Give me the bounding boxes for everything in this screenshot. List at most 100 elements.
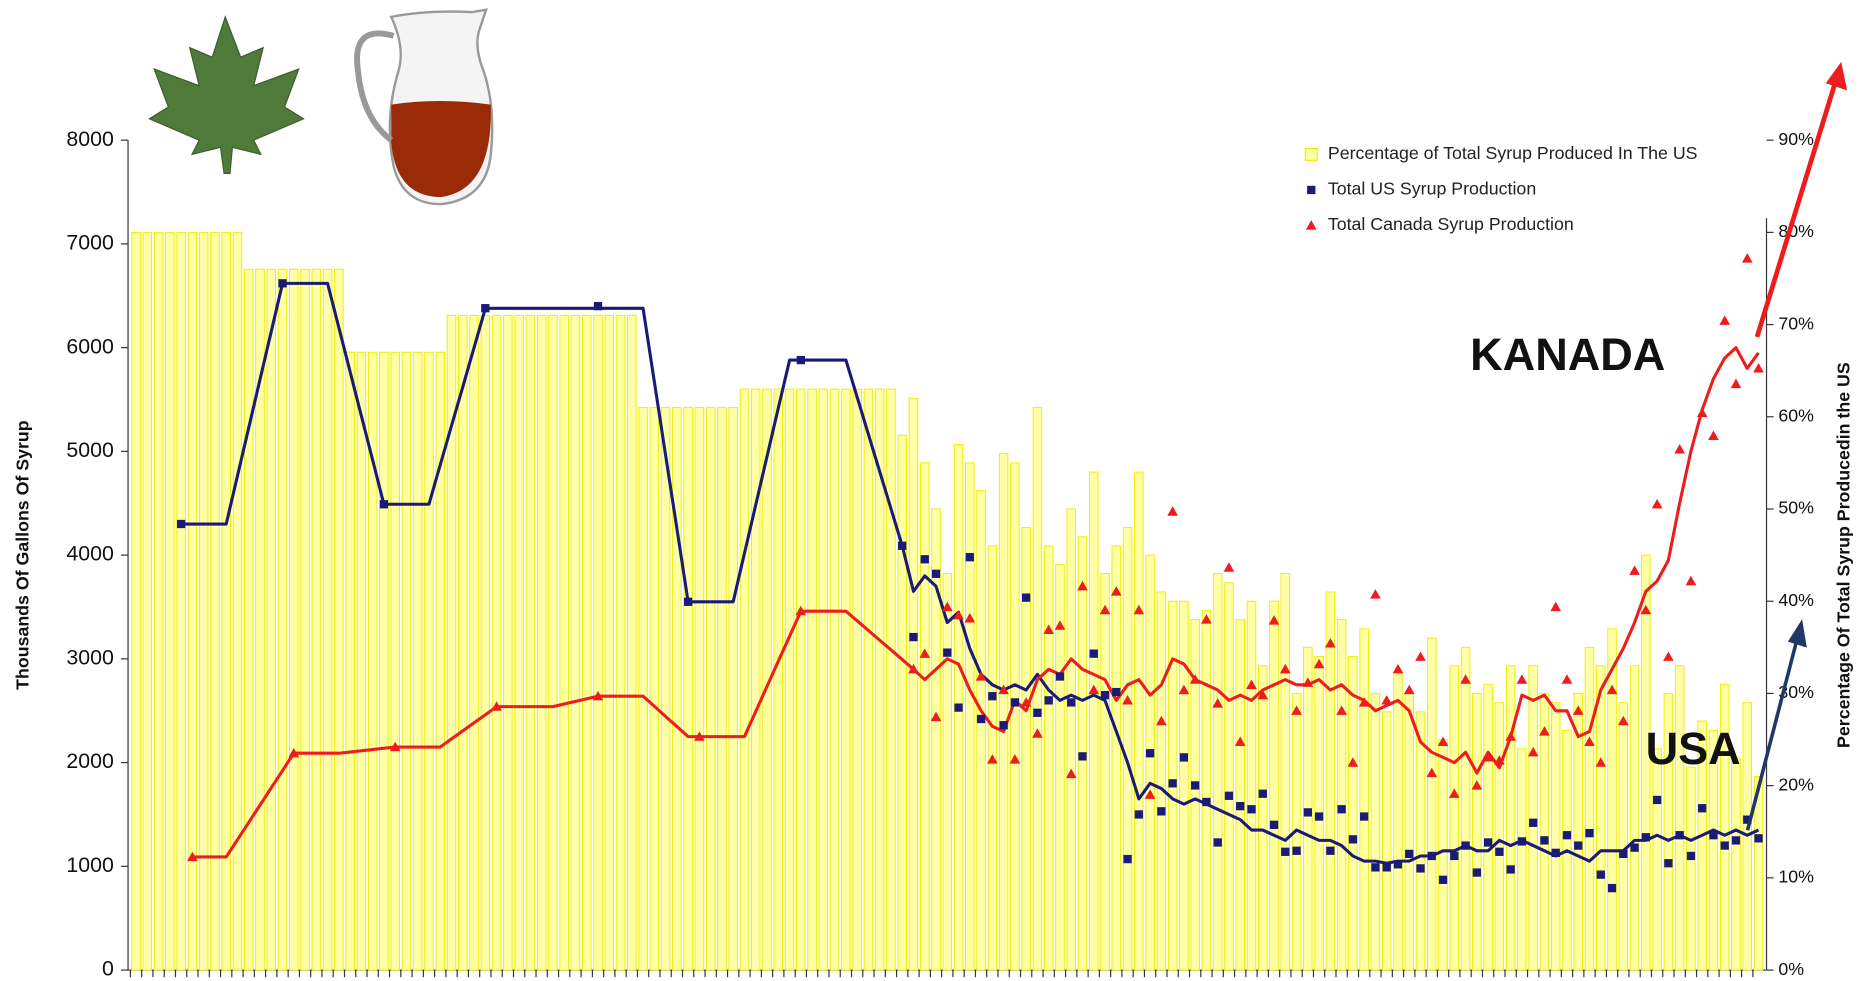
marker-square bbox=[1709, 831, 1717, 839]
bar bbox=[537, 315, 546, 970]
bar bbox=[1044, 546, 1053, 970]
marker-square bbox=[1630, 844, 1638, 852]
marker-square bbox=[898, 542, 906, 550]
marker-triangle bbox=[1415, 651, 1426, 660]
legend-label: Total US Syrup Production bbox=[1328, 179, 1536, 199]
marker-square bbox=[1450, 852, 1458, 860]
bar bbox=[1180, 601, 1189, 970]
y-tick-label: 3000 bbox=[66, 645, 114, 669]
marker-square bbox=[1259, 790, 1267, 798]
y2-tick-label: 50% bbox=[1778, 498, 1814, 518]
marker-square bbox=[1416, 864, 1424, 872]
bar bbox=[1236, 620, 1245, 970]
marker-triangle bbox=[1562, 674, 1573, 683]
marker-triangle bbox=[1224, 562, 1235, 571]
marker-square bbox=[954, 703, 962, 711]
marker-square bbox=[1608, 884, 1616, 892]
bar bbox=[853, 389, 862, 970]
bar bbox=[504, 315, 513, 970]
marker-triangle bbox=[1742, 253, 1753, 262]
marker-square bbox=[1405, 850, 1413, 858]
bar bbox=[233, 232, 242, 970]
marker-square bbox=[1191, 781, 1199, 789]
marker-square bbox=[1495, 848, 1503, 856]
bar bbox=[830, 389, 839, 970]
bar bbox=[413, 352, 422, 970]
y-tick-label: 1000 bbox=[66, 853, 114, 877]
bar bbox=[1687, 767, 1696, 970]
bar bbox=[943, 574, 952, 971]
bar bbox=[1405, 693, 1414, 970]
marker-triangle bbox=[1697, 408, 1708, 417]
bar bbox=[1123, 527, 1132, 970]
bar bbox=[1112, 546, 1121, 970]
marker-square bbox=[1123, 855, 1131, 863]
marker-square bbox=[943, 648, 951, 656]
bar bbox=[605, 315, 614, 970]
bar bbox=[425, 352, 434, 970]
bar bbox=[380, 352, 389, 970]
marker-square bbox=[1304, 808, 1312, 816]
marker-square bbox=[1157, 807, 1165, 815]
marker-square bbox=[1056, 672, 1064, 680]
bar bbox=[1225, 583, 1234, 970]
chart: Thousands Of Gallons Of Syrup Percentage… bbox=[0, 0, 1859, 981]
bar bbox=[436, 352, 445, 970]
bar bbox=[222, 232, 231, 970]
bar bbox=[199, 232, 208, 970]
marker-square bbox=[1307, 186, 1315, 194]
bar bbox=[1247, 601, 1256, 970]
bar bbox=[244, 269, 253, 970]
bar bbox=[785, 389, 794, 970]
legend: Percentage of Total Syrup Produced In Th… bbox=[1305, 143, 1697, 234]
marker-square bbox=[1687, 852, 1695, 860]
marker-square bbox=[594, 302, 602, 310]
bar bbox=[1619, 703, 1628, 970]
arrow-line bbox=[1757, 79, 1836, 337]
y2-tick-label: 20% bbox=[1778, 774, 1814, 794]
marker-triangle bbox=[1708, 430, 1719, 439]
bar bbox=[1202, 610, 1211, 970]
bar bbox=[628, 315, 637, 970]
bar bbox=[1135, 472, 1144, 970]
bar bbox=[1157, 592, 1166, 970]
marker-square bbox=[278, 279, 286, 287]
bar bbox=[1450, 666, 1459, 970]
marker-square bbox=[1168, 779, 1176, 787]
marker-triangle bbox=[1686, 576, 1697, 585]
marker-square bbox=[1394, 860, 1402, 868]
bar bbox=[1281, 574, 1290, 971]
bar bbox=[1089, 472, 1098, 970]
bar bbox=[1371, 693, 1380, 970]
bar bbox=[751, 389, 760, 970]
bar bbox=[470, 315, 479, 970]
bar bbox=[695, 408, 704, 970]
marker-square bbox=[1484, 838, 1492, 846]
y2-tick-label: 10% bbox=[1778, 867, 1814, 887]
bar bbox=[1596, 666, 1605, 970]
bar bbox=[1011, 463, 1020, 970]
y-tick-label: 0 bbox=[102, 957, 114, 981]
bar bbox=[999, 454, 1008, 970]
legend-label: Percentage of Total Syrup Produced In Th… bbox=[1328, 143, 1698, 163]
marker-square bbox=[999, 721, 1007, 729]
bar bbox=[1146, 555, 1155, 970]
bar bbox=[357, 352, 366, 970]
bar bbox=[1067, 509, 1076, 970]
marker-square bbox=[1292, 847, 1300, 855]
marker-square bbox=[1574, 841, 1582, 849]
marker-square bbox=[1180, 753, 1188, 761]
marker-triangle bbox=[1306, 220, 1317, 229]
y-tick-label: 6000 bbox=[66, 334, 114, 358]
marker-square bbox=[1506, 865, 1514, 873]
bar bbox=[278, 269, 287, 970]
marker-triangle bbox=[1663, 651, 1674, 660]
marker-square bbox=[1349, 835, 1357, 843]
marker-triangle bbox=[1393, 664, 1404, 673]
bar bbox=[864, 389, 873, 970]
y-axis-title: Thousands Of Gallons Of Syrup bbox=[12, 420, 32, 690]
bar bbox=[267, 269, 276, 970]
bar bbox=[1585, 647, 1594, 970]
bar bbox=[1416, 712, 1425, 970]
bar bbox=[1382, 712, 1391, 970]
